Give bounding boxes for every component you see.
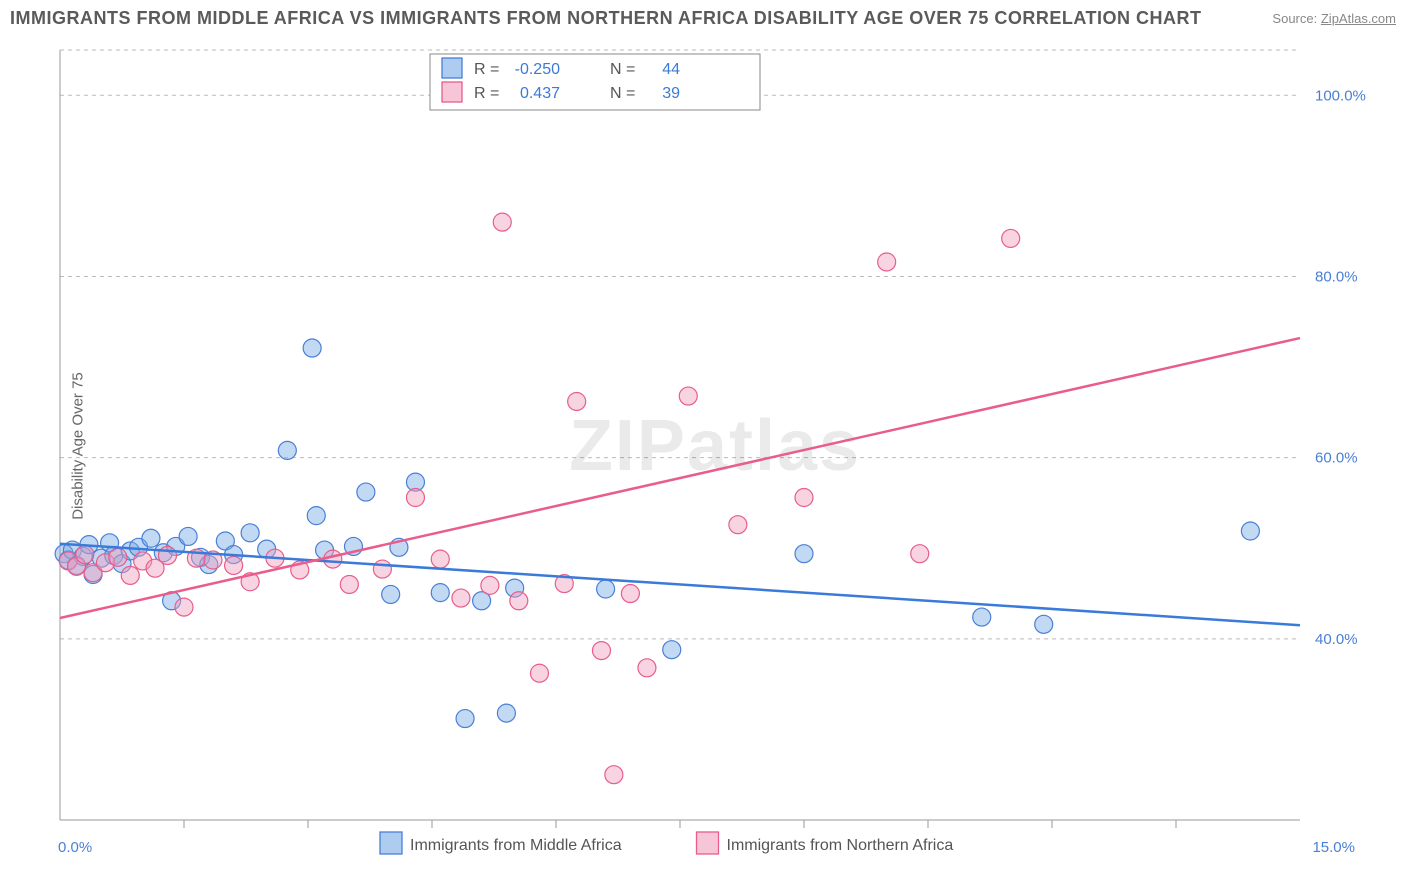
trend-line	[60, 338, 1300, 618]
chart-title: IMMIGRANTS FROM MIDDLE AFRICA VS IMMIGRA…	[10, 8, 1201, 29]
legend-r-value: -0.250	[515, 61, 560, 78]
legend-n-label: N =	[610, 85, 635, 102]
legend-swatch	[697, 832, 719, 854]
source-link[interactable]: ZipAtlas.com	[1321, 11, 1396, 26]
legend-n-value: 39	[662, 85, 680, 102]
x-tick-label: 0.0%	[58, 839, 92, 856]
data-point	[1035, 615, 1053, 633]
data-point	[568, 392, 586, 410]
data-point	[621, 585, 639, 603]
data-point	[663, 641, 681, 659]
legend-r-value: 0.437	[520, 85, 560, 102]
data-point	[357, 483, 375, 501]
x-tick-label: 15.0%	[1312, 839, 1355, 856]
data-point	[493, 213, 511, 231]
legend-r-label: R =	[474, 61, 499, 78]
data-point	[431, 550, 449, 568]
data-point	[278, 441, 296, 459]
data-point	[175, 598, 193, 616]
data-point	[510, 592, 528, 610]
data-point	[497, 704, 515, 722]
y-tick-label: 100.0%	[1315, 87, 1366, 104]
data-point	[307, 507, 325, 525]
legend-r-label: R =	[474, 85, 499, 102]
source-attribution: Source: ZipAtlas.com	[1272, 11, 1396, 26]
data-point	[605, 766, 623, 784]
data-point	[452, 589, 470, 607]
data-point	[109, 548, 127, 566]
data-point	[179, 527, 197, 545]
data-point	[638, 659, 656, 677]
data-point	[1002, 229, 1020, 247]
data-point	[456, 710, 474, 728]
data-point	[973, 608, 991, 626]
data-point	[729, 516, 747, 534]
data-point	[121, 566, 139, 584]
legend-swatch	[380, 832, 402, 854]
data-point	[406, 489, 424, 507]
y-tick-label: 40.0%	[1315, 631, 1358, 648]
y-tick-label: 60.0%	[1315, 450, 1358, 467]
data-point	[382, 585, 400, 603]
data-point	[340, 575, 358, 593]
source-label: Source:	[1272, 11, 1317, 26]
legend-swatch	[442, 58, 462, 78]
data-point	[597, 580, 615, 598]
chart-area: ZIPatlas R =-0.250N =44R =0.437N =39 Imm…	[50, 40, 1380, 830]
chart-header: IMMIGRANTS FROM MIDDLE AFRICA VS IMMIGRA…	[10, 8, 1396, 29]
y-tick-label: 80.0%	[1315, 268, 1358, 285]
legend-n-label: N =	[610, 61, 635, 78]
data-point	[530, 664, 548, 682]
data-point	[76, 546, 94, 564]
data-point	[142, 529, 160, 547]
legend-swatch	[442, 82, 462, 102]
data-point	[225, 556, 243, 574]
data-point	[679, 387, 697, 405]
data-point	[1241, 522, 1259, 540]
data-point	[878, 253, 896, 271]
data-point	[481, 576, 499, 594]
data-point	[431, 584, 449, 602]
data-point	[592, 642, 610, 660]
legend-series-label: Immigrants from Middle Africa	[410, 837, 622, 854]
data-point	[795, 489, 813, 507]
legend-series-label: Immigrants from Northern Africa	[727, 837, 954, 854]
data-point	[303, 339, 321, 357]
legend-n-value: 44	[662, 61, 680, 78]
data-point	[911, 545, 929, 563]
data-point	[373, 560, 391, 578]
data-point	[795, 545, 813, 563]
scatter-plot: ZIPatlas R =-0.250N =44R =0.437N =39 Imm…	[50, 40, 1380, 860]
data-point	[241, 524, 259, 542]
